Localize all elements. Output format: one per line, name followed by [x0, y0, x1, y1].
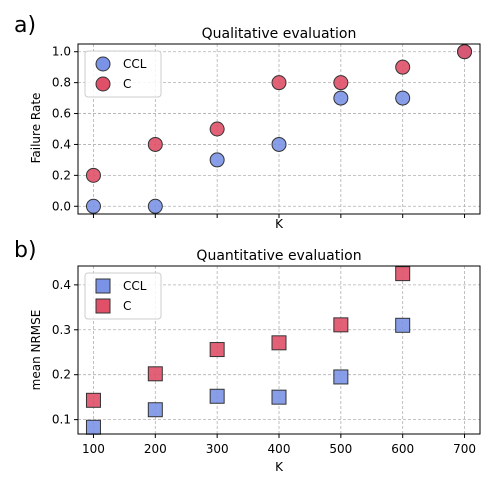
panel-a-plot: 0.0 0.2 0.4 0.6 0.8 1.0 CCL C — [52, 43, 481, 218]
panel-b-legend-label: CCL — [123, 279, 147, 293]
panel-b-ytick-label: 0.4 — [52, 278, 71, 292]
panel-a-ytick-label: 1.0 — [52, 45, 71, 59]
panel-a-point-ccl — [85, 198, 101, 214]
panel-a-ytick-label: 0.8 — [52, 76, 71, 90]
panel-b-xtick-label: 100 — [82, 442, 105, 456]
panel-a-point-c — [147, 136, 163, 152]
panel-b-point-ccl — [209, 388, 225, 404]
panel-b-title: Quantitative evaluation — [196, 248, 361, 264]
panel-b-point-ccl — [395, 317, 411, 333]
panel-a-ylabel: Failure Rate — [29, 93, 43, 164]
panel-b-plot: 100 200 300 400 500 600 700 0.1 0.2 0.3 0.4 CCL C — [52, 265, 481, 456]
panel-b-point-ccl — [85, 419, 101, 435]
panel-b-point-ccl — [333, 369, 349, 385]
panel-a-point-ccl — [209, 152, 225, 168]
panel-a-ytick-label: 0.0 — [52, 199, 71, 213]
panel-b-point-c — [85, 392, 101, 408]
panel-b-point-c — [271, 335, 287, 351]
panel-a-point-c — [333, 75, 349, 91]
panel-b-point-c — [209, 342, 225, 358]
panel-b-xtick-label: 700 — [453, 442, 476, 456]
panel-a-point-c — [209, 121, 225, 137]
panel-a-legend-label: C — [123, 77, 131, 91]
panel-b-legend-marker — [95, 298, 111, 314]
panel-b-label: b) — [14, 238, 37, 263]
panel-b-point-c — [147, 366, 163, 382]
panel-b-ylabel: mean NRMSE — [29, 310, 43, 391]
panel-b-xtick-label: 400 — [268, 442, 291, 456]
panel-a-ytick-label: 0.6 — [52, 107, 71, 121]
panel-b-xtick-label: 200 — [144, 442, 167, 456]
panel-a-point-ccl — [333, 90, 349, 106]
panel-a-legend-marker — [95, 56, 111, 72]
panel-b-point-c — [333, 317, 349, 333]
panel-a-axes-frame — [77, 43, 481, 215]
panel-b-point-c — [395, 266, 411, 282]
panel-b-xlabel: K — [275, 460, 284, 474]
panel-a-label: a) — [14, 13, 36, 38]
panel-a-xlabel: K — [275, 217, 284, 231]
panel-b-xtick-label: 500 — [329, 442, 352, 456]
panel-a-title: Qualitative evaluation — [202, 26, 357, 42]
panel-b-ytick-label: 0.3 — [52, 323, 71, 337]
panel-a-point-c — [457, 44, 473, 60]
panel-a-point-c — [85, 167, 101, 183]
panel-b-point-ccl — [147, 402, 163, 418]
panel-a-legend-label: CCL — [123, 57, 147, 71]
panel-a-point-c — [271, 75, 287, 91]
panel-b-legend-label: C — [123, 299, 131, 313]
panel-b-point-ccl — [271, 389, 287, 405]
panel-a-point-ccl — [271, 136, 287, 152]
panel-b-axes-frame — [77, 265, 481, 435]
panel-b-xtick-label: 600 — [391, 442, 414, 456]
panel-a-point-c — [395, 59, 411, 75]
panel-b-ytick-label: 0.2 — [52, 368, 71, 382]
panel-a-point-ccl — [395, 90, 411, 106]
panel-b-ytick-label: 0.1 — [52, 413, 71, 427]
panel-b-legend-marker — [95, 278, 111, 294]
panel-b-xtick-label: 300 — [206, 442, 229, 456]
panel-a-legend-marker — [95, 76, 111, 92]
panel-a-ytick-label: 0.4 — [52, 137, 71, 151]
panel-a-ytick-label: 0.2 — [52, 168, 71, 182]
panel-a-point-ccl — [147, 198, 163, 214]
